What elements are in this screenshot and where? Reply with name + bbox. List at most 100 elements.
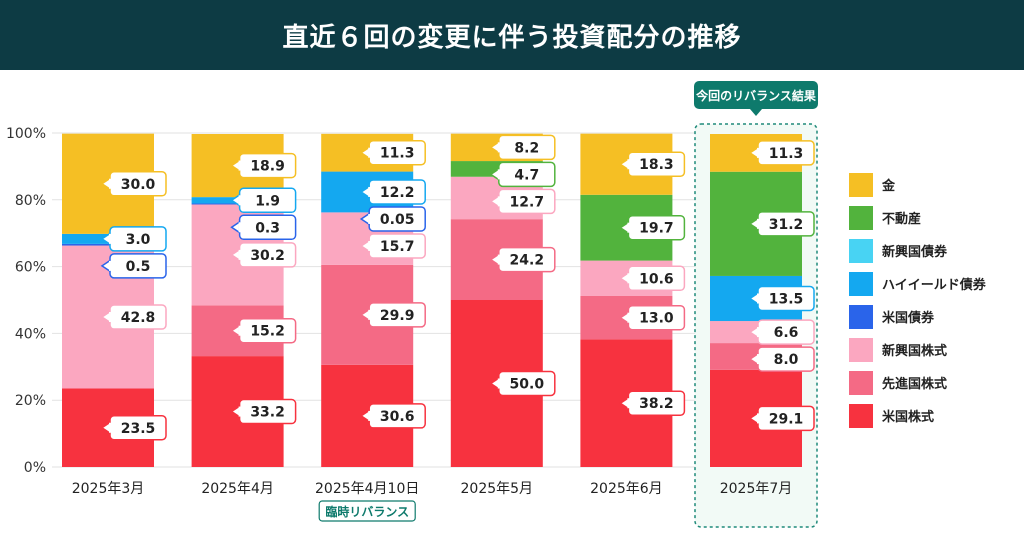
data-label: 19.7	[639, 221, 674, 237]
legend-swatch	[849, 272, 873, 296]
data-label-callout: 8.0	[748, 346, 815, 372]
callout-seam	[627, 312, 631, 323]
callout-seam	[368, 410, 372, 421]
callout-seam	[757, 327, 760, 338]
y-tick-label: 80%	[15, 193, 46, 209]
x-tick-label: 2025年7月	[720, 481, 793, 497]
legend-item: ハイイールド債券	[849, 272, 987, 296]
callout-seam	[497, 196, 501, 207]
callout-seam	[238, 249, 242, 260]
data-label-callout: 31.2	[748, 211, 815, 237]
data-label-callout: 29.9	[359, 302, 426, 328]
legend-swatch	[849, 206, 873, 230]
x-tick-label: 2025年4月10日	[315, 481, 419, 497]
legend-label: 新興国債券	[882, 244, 948, 260]
callout-seam	[497, 169, 501, 180]
data-label-callout: 6.6	[748, 319, 815, 345]
data-label: 18.3	[639, 157, 674, 173]
data-label: 4.7	[514, 167, 539, 183]
callout-seam	[497, 254, 501, 265]
callout-seam	[368, 240, 372, 251]
callout-seam	[368, 147, 372, 158]
callout-seam	[109, 312, 112, 323]
data-label: 29.9	[380, 308, 415, 324]
bar-segment	[62, 243, 154, 246]
callout-seam	[627, 222, 631, 233]
callout-seam	[238, 325, 242, 336]
callout-seam	[497, 378, 501, 389]
data-label-callout: 33.2	[230, 398, 297, 425]
current-result-badge-text: 今回のリバランス結果	[695, 88, 816, 103]
data-label-callout: 30.6	[359, 403, 426, 429]
legend-item: 米国株式	[849, 404, 934, 428]
data-label: 12.7	[510, 194, 545, 210]
callout-seam	[368, 309, 372, 320]
data-label: 23.5	[121, 421, 156, 437]
y-tick-label: 100%	[6, 126, 46, 142]
data-label-callout: 10.6	[619, 265, 686, 292]
legend-item: 新興国債券	[849, 239, 948, 263]
callout-seam	[627, 273, 631, 284]
data-label: 0.5	[126, 259, 151, 275]
data-label: 13.5	[769, 291, 804, 307]
callout-seam	[368, 186, 372, 197]
legend-swatch	[849, 371, 873, 395]
legend-swatch	[849, 404, 873, 428]
legend-label: 金	[881, 178, 896, 194]
data-label-callout: 12.7	[489, 188, 556, 215]
data-label-callout: 11.3	[748, 140, 815, 166]
data-label-callout: 8.2	[489, 134, 556, 161]
x-tick-label: 2025年5月	[461, 481, 534, 497]
data-label: 11.3	[380, 146, 415, 162]
callout-seam	[757, 293, 760, 304]
data-label: 50.0	[510, 377, 545, 393]
legend-item: 先進国株式	[849, 371, 947, 395]
data-label-callout: 18.3	[619, 151, 686, 177]
callout-seam	[238, 195, 242, 206]
callout-seam	[238, 406, 242, 417]
callout-seam	[627, 159, 631, 170]
data-label: 38.2	[639, 396, 674, 412]
data-label-callout: 23.5	[100, 415, 167, 441]
data-label-callout: 19.7	[619, 214, 686, 241]
x-tick-label: 2025年4月	[201, 481, 274, 497]
legend-label: ハイイールド債券	[882, 277, 987, 293]
legend-item: 金	[849, 173, 896, 197]
callout-seam	[109, 178, 112, 189]
temporary-rebalance-tag	[318, 500, 416, 522]
callout-seam	[757, 413, 760, 424]
data-label: 8.0	[774, 352, 799, 368]
data-label-callout: 30.2	[230, 242, 297, 268]
data-label-callout: 1.9	[230, 187, 297, 214]
data-label: 18.9	[250, 159, 285, 175]
callout-seam	[757, 218, 760, 229]
callout-seam	[497, 142, 501, 153]
data-label: 0.3	[255, 220, 280, 236]
data-label: 15.2	[250, 324, 285, 340]
data-label: 0.05	[380, 212, 415, 228]
callout-seam	[368, 213, 372, 224]
data-label: 10.6	[639, 271, 674, 287]
data-label: 1.9	[255, 193, 280, 209]
data-label-callout: 38.2	[619, 390, 686, 416]
legend-label: 先進国株式	[882, 376, 947, 392]
legend-swatch	[849, 173, 873, 197]
data-label-callout: 4.7	[489, 161, 556, 188]
data-label-callout: 15.2	[230, 317, 297, 344]
page-title: 直近６回の変更に伴う投資配分の推移	[282, 22, 742, 53]
callout-seam	[757, 354, 760, 365]
data-label-callout: 29.1	[748, 405, 815, 432]
data-label-callout: 42.8	[100, 304, 167, 330]
x-tick-label: 2025年3月	[72, 481, 145, 497]
badge-pointer	[750, 109, 762, 116]
data-label: 11.3	[769, 146, 804, 162]
data-label-callout: 30.0	[100, 171, 167, 197]
data-label-callout: 0.5	[100, 253, 167, 279]
x-tick-label: 2025年6月	[590, 481, 663, 497]
data-label: 3.0	[126, 232, 151, 248]
callout-seam	[109, 422, 112, 433]
data-label-callout: 24.2	[489, 246, 556, 273]
legend-label: 米国債券	[882, 310, 935, 326]
legend-label: 不動産	[882, 211, 921, 227]
